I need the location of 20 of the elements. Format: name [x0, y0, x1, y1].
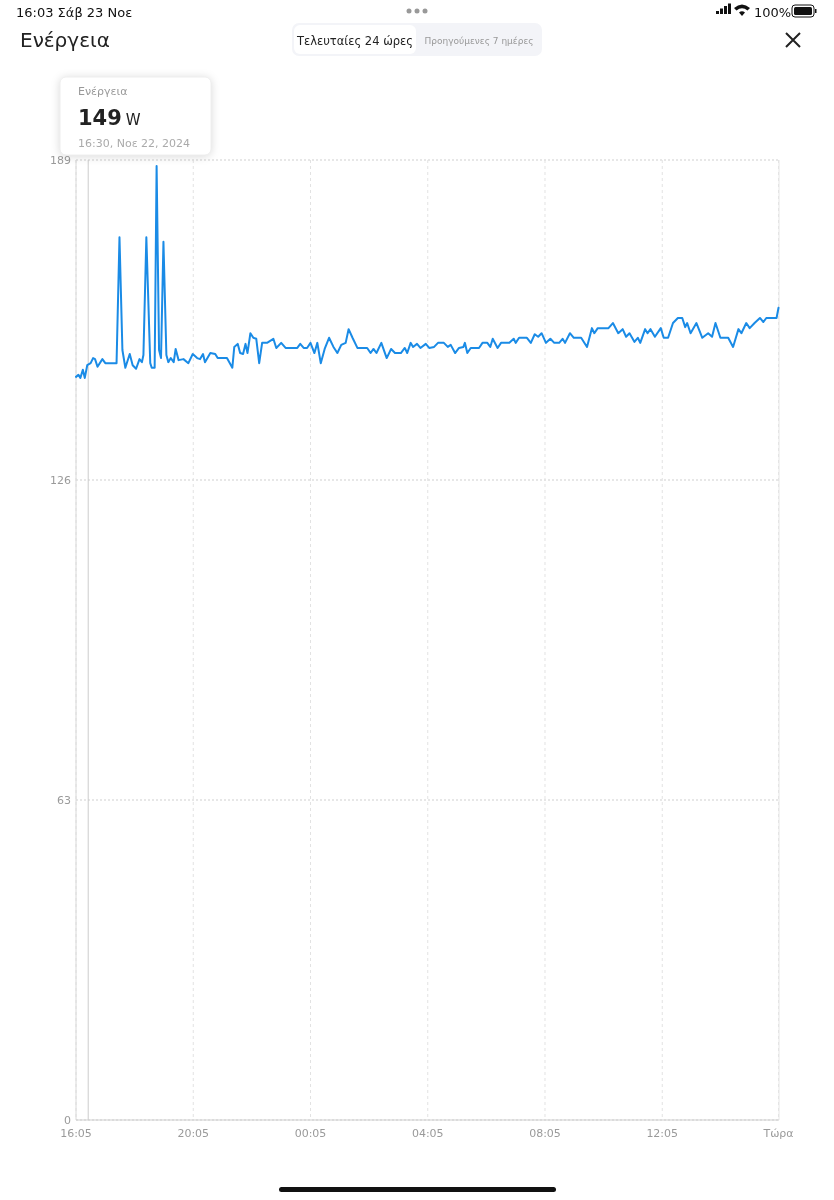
text: Τελευταίες 24 ώρες — [295, 34, 414, 48]
text: Ενέργεια — [78, 85, 128, 98]
x-tick-label: 04:05 — [411, 1127, 444, 1140]
chart-title: Ενέργεια — [20, 28, 110, 52]
x-tick-label: 00:05 — [294, 1127, 327, 1140]
line-series — [75, 165, 780, 379]
x-tick-label: 16:05 — [60, 1127, 92, 1140]
text: 149 W — [78, 106, 141, 130]
x-tick-label: 12:05 — [646, 1127, 679, 1140]
y-tick-label: 126 — [50, 474, 71, 487]
text: 16:03 Σάβ 23 Νοε — [16, 5, 133, 20]
text: Προηγούμενες 7 ημέρες — [424, 36, 534, 46]
x-tick-label: 08:05 — [529, 1127, 561, 1140]
y-tick-label: 63 — [57, 794, 71, 807]
text: 16:30, Νοε 22, 2024 — [78, 137, 191, 150]
text: 100% — [754, 5, 792, 20]
y-tick-label: 189 — [50, 154, 71, 167]
y-tick-label: 0 — [64, 1114, 71, 1127]
x-tick-label: 20:05 — [177, 1127, 210, 1140]
x-tick-label: Τώρα — [762, 1127, 794, 1140]
